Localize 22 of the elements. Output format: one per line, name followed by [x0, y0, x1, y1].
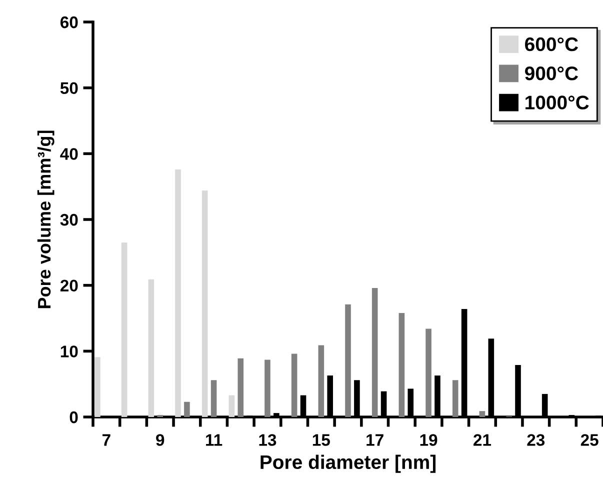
x-tick-label: 13 [259, 434, 276, 446]
legend-label: 600°C [525, 37, 578, 52]
y-tick-label: 20 [60, 280, 78, 292]
x-tick-label: 7 [102, 434, 110, 446]
x-tick-label: 11 [206, 434, 222, 446]
y-tick-label: 60 [60, 16, 78, 28]
y-tick-label: 40 [60, 148, 78, 160]
x-tick-label: 19 [420, 434, 438, 446]
y-tick-label: 30 [60, 214, 78, 226]
y-tick-label: 0 [70, 411, 78, 424]
x-tick-label: 9 [156, 434, 164, 446]
legend-label: 900°C [524, 66, 578, 80]
x-tick-label: 17 [366, 434, 384, 446]
x-tick-label: 21 [474, 434, 492, 446]
y-tick-label: 50 [60, 82, 78, 94]
y-tick-label: 10 [60, 346, 78, 358]
x-tick-label: 15 [312, 434, 330, 446]
legend-label: 1000°C [526, 96, 589, 110]
x-tick-label: 23 [527, 434, 545, 446]
x-axis-title: Pore diameter [nm] [260, 454, 436, 473]
y-axis-title: Pore volume [mm³/g] [37, 130, 54, 308]
x-tick-label: 25 [580, 434, 598, 446]
